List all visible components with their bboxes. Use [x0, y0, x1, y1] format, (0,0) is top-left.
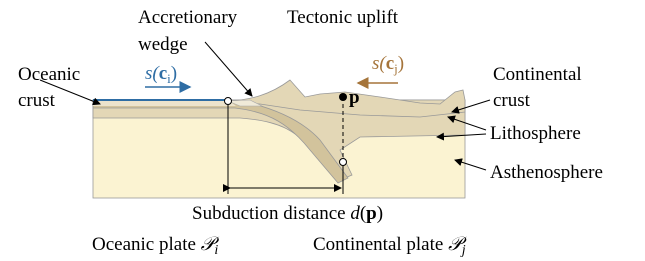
label: crust — [493, 90, 531, 111]
t: c — [159, 63, 167, 84]
label: Tectonic uplift — [287, 7, 399, 28]
caption: Continental plate 𝒫j — [313, 234, 467, 258]
t: ) — [398, 53, 404, 74]
point-label: p — [349, 87, 360, 108]
label: Lithosphere — [490, 123, 581, 144]
t: d — [350, 203, 360, 224]
label: Oceanic — [18, 64, 80, 85]
t: Continental plate — [313, 234, 448, 255]
velocity-label: s(cj) — [372, 53, 404, 76]
caption: Oceanic plate 𝒫i — [92, 234, 220, 258]
velocity-label: s(ci) — [145, 63, 177, 86]
t: p — [366, 203, 377, 224]
point-marker — [339, 93, 347, 101]
projection-marker — [340, 159, 347, 166]
label: wedge — [138, 34, 188, 55]
t: Subduction distance — [192, 203, 350, 224]
label: Accretionary — [138, 7, 238, 28]
cross-section — [93, 80, 465, 198]
t: Oceanic plate — [92, 234, 201, 255]
t: ) — [377, 203, 383, 224]
label: Asthenosphere — [490, 162, 603, 183]
label: Continental — [493, 64, 582, 85]
trench-marker — [225, 98, 232, 105]
caption: Subduction distance d(p) — [192, 203, 383, 224]
t: i — [214, 243, 218, 258]
diagram: Accretionary wedge Tectonic uplift Ocean… — [0, 0, 645, 261]
t: c — [386, 53, 394, 74]
label: crust — [18, 90, 56, 111]
t: ) — [171, 63, 177, 84]
